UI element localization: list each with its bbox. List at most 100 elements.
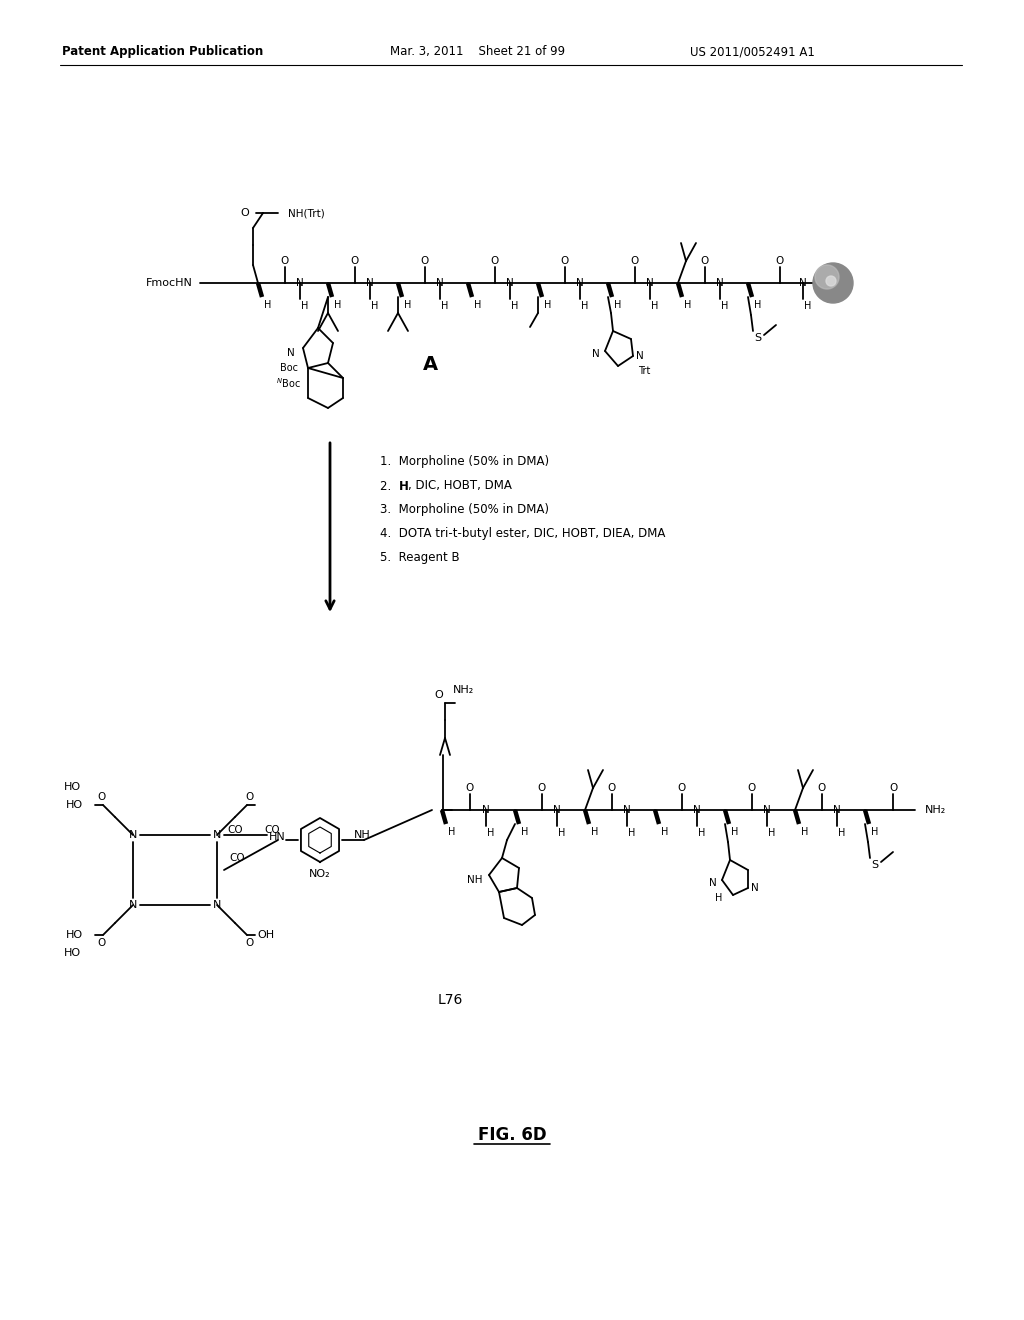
Text: O: O	[538, 783, 546, 793]
Text: H: H	[716, 894, 723, 903]
Text: N: N	[624, 805, 631, 814]
Circle shape	[813, 263, 853, 304]
Text: HN: HN	[269, 832, 286, 842]
Text: NO₂: NO₂	[309, 869, 331, 879]
Text: N: N	[763, 805, 771, 814]
Text: H: H	[487, 828, 495, 838]
Text: L76: L76	[437, 993, 463, 1007]
Text: H: H	[871, 828, 879, 837]
Text: H: H	[755, 300, 762, 310]
Text: O: O	[607, 783, 615, 793]
Text: H: H	[731, 828, 738, 837]
Text: H: H	[721, 301, 729, 312]
Text: 1.  Morpholine (50% in DMA): 1. Morpholine (50% in DMA)	[380, 455, 549, 469]
Text: Trt: Trt	[638, 366, 650, 376]
Text: OH: OH	[257, 931, 274, 940]
Text: H: H	[449, 828, 456, 837]
Text: N: N	[553, 805, 561, 814]
Text: H: H	[662, 828, 669, 837]
Text: CO: CO	[229, 853, 245, 863]
Text: N: N	[716, 279, 724, 288]
Text: N: N	[129, 830, 137, 840]
Text: N: N	[482, 805, 489, 814]
Text: HO: HO	[66, 800, 83, 810]
Text: O: O	[97, 939, 105, 948]
Text: N: N	[296, 279, 304, 288]
Text: O: O	[817, 783, 825, 793]
Text: FIG. 6D: FIG. 6D	[477, 1126, 547, 1144]
Text: H: H	[301, 301, 308, 312]
Text: Mar. 3, 2011    Sheet 21 of 99: Mar. 3, 2011 Sheet 21 of 99	[390, 45, 565, 58]
Text: H: H	[372, 301, 379, 312]
Text: O: O	[245, 792, 253, 803]
Text: FmocHN: FmocHN	[146, 279, 193, 288]
Text: O: O	[700, 256, 709, 267]
Text: NH₂: NH₂	[925, 805, 946, 814]
Text: H: H	[404, 300, 412, 310]
Text: NH₂: NH₂	[453, 685, 474, 696]
Text: $^N$Boc: $^N$Boc	[276, 376, 301, 389]
Text: N: N	[799, 279, 807, 288]
Text: , DIC, HOBT, DMA: , DIC, HOBT, DMA	[408, 479, 512, 492]
Text: H: H	[629, 828, 636, 838]
Text: O: O	[281, 256, 289, 267]
Text: N: N	[834, 805, 841, 814]
Text: N: N	[577, 279, 584, 288]
Text: H: H	[698, 828, 706, 838]
Text: Boc: Boc	[280, 363, 298, 374]
Text: N: N	[646, 279, 654, 288]
Text: N: N	[710, 878, 717, 888]
Text: O: O	[466, 783, 474, 793]
Text: H: H	[264, 300, 271, 310]
Text: CO: CO	[227, 825, 243, 836]
Text: N: N	[129, 900, 137, 909]
Text: O: O	[631, 256, 639, 267]
Text: H: H	[839, 828, 846, 838]
Text: N: N	[288, 348, 295, 358]
Text: H: H	[582, 301, 589, 312]
Text: N: N	[636, 351, 644, 360]
Text: HO: HO	[63, 781, 81, 792]
Text: H: H	[511, 301, 519, 312]
Text: HO: HO	[66, 931, 83, 940]
Text: N: N	[213, 900, 221, 909]
Text: H: H	[334, 300, 342, 310]
Circle shape	[815, 265, 839, 289]
Text: A: A	[423, 355, 437, 375]
Text: H: H	[591, 828, 599, 837]
Text: NH: NH	[354, 830, 371, 840]
Text: O: O	[560, 256, 568, 267]
Text: CO: CO	[264, 825, 280, 836]
Text: O: O	[889, 783, 897, 793]
Text: N: N	[367, 279, 374, 288]
Text: H: H	[802, 828, 809, 837]
Text: N: N	[213, 830, 221, 840]
Text: HO: HO	[63, 948, 81, 958]
Text: H: H	[545, 300, 552, 310]
Text: O: O	[678, 783, 686, 793]
Text: 3.  Morpholine (50% in DMA): 3. Morpholine (50% in DMA)	[380, 503, 549, 516]
Text: US 2011/0052491 A1: US 2011/0052491 A1	[690, 45, 815, 58]
Text: NH(Trt): NH(Trt)	[288, 209, 325, 218]
Text: H: H	[558, 828, 565, 838]
Text: 4.  DOTA tri-t-butyl ester, DIC, HOBT, DIEA, DMA: 4. DOTA tri-t-butyl ester, DIC, HOBT, DI…	[380, 528, 666, 540]
Text: Patent Application Publication: Patent Application Publication	[62, 45, 263, 58]
Text: H: H	[521, 828, 528, 837]
Text: N: N	[751, 883, 759, 894]
Text: O: O	[241, 209, 249, 218]
Text: H: H	[651, 301, 658, 312]
Text: O: O	[434, 690, 443, 700]
Text: H: H	[614, 300, 622, 310]
Text: H: H	[441, 301, 449, 312]
Text: O: O	[245, 939, 253, 948]
Text: H: H	[804, 301, 812, 312]
Text: 5.  Reagent B: 5. Reagent B	[380, 552, 460, 565]
Text: O: O	[97, 792, 105, 803]
Text: N: N	[506, 279, 514, 288]
Text: H: H	[684, 300, 691, 310]
Text: S: S	[871, 861, 879, 870]
Text: NH: NH	[468, 875, 483, 884]
Text: O: O	[421, 256, 429, 267]
Text: O: O	[490, 256, 499, 267]
Text: H: H	[399, 479, 409, 492]
